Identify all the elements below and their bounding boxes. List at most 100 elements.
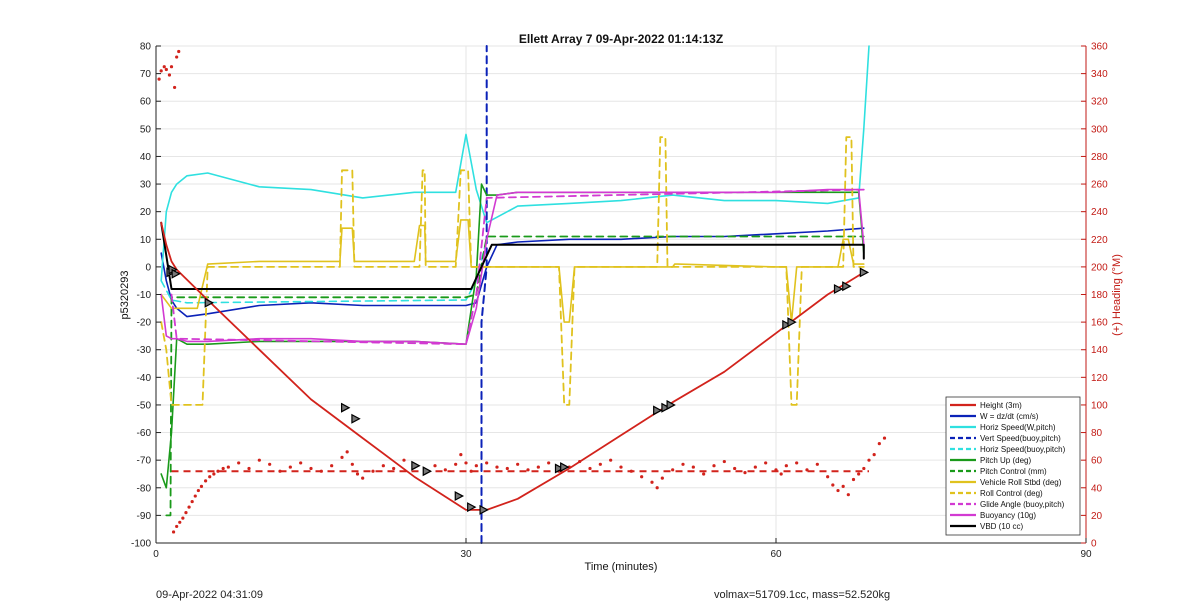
series-line (165, 235, 865, 517)
heading-point (169, 65, 174, 69)
right-y-tick-label: 160 (1091, 318, 1108, 329)
heading-point (691, 465, 695, 469)
heading-point (381, 464, 385, 468)
legend-label: Horiz Speed(buoy,pitch) (980, 445, 1066, 454)
right-y-tick-label: 220 (1091, 235, 1108, 246)
x-tick-label: 90 (1080, 549, 1092, 560)
right-y-tick-label: 100 (1091, 400, 1108, 411)
heading-point (454, 462, 458, 466)
legend-label: Glide Angle (buoy,pitch) (980, 500, 1065, 509)
heading-point (722, 459, 726, 464)
heading-point (309, 466, 313, 471)
heading-point (190, 499, 194, 504)
legend-label: Buoyancy (10g) (980, 511, 1036, 520)
dive-marker (666, 399, 676, 410)
right-y-tick-label: 140 (1091, 345, 1108, 356)
y-tick-label: 70 (140, 69, 152, 80)
heading-point (846, 493, 850, 497)
heading-point (164, 67, 168, 72)
y-tick-label: -40 (137, 373, 152, 384)
heading-point (212, 472, 216, 476)
heading-point (598, 462, 602, 466)
heading-point (784, 464, 788, 468)
y-tick-label: 0 (145, 262, 151, 273)
heading-point (774, 468, 778, 472)
heading-point (167, 73, 172, 77)
heading-point (355, 472, 360, 476)
right-y-axis-label: (+) Heading (°M) (1111, 254, 1123, 336)
heading-point (640, 475, 644, 479)
heading-point (702, 472, 706, 476)
heading-point (330, 464, 334, 468)
heading-point (177, 49, 181, 54)
y-tick-label: 30 (140, 180, 152, 191)
y-axis-label: p5320293 (119, 271, 131, 320)
heading-point (173, 85, 177, 90)
heading-point (278, 469, 282, 473)
right-y-tick-label: 320 (1091, 97, 1108, 108)
heading-point (764, 461, 768, 465)
right-y-tick-label: 80 (1091, 428, 1103, 439)
heading-point (257, 458, 261, 462)
grid (155, 45, 1087, 544)
legend-label: Horiz Speed(W,pitch) (980, 423, 1056, 432)
right-y-tick-label: 300 (1091, 124, 1108, 135)
dive-marker (341, 402, 351, 413)
right-y-tick-label: 0 (1091, 539, 1097, 550)
heading-point (159, 69, 163, 73)
series-line (160, 221, 865, 290)
heading-point (433, 464, 437, 468)
right-y-tick-label: 40 (1091, 483, 1103, 494)
y-tick-label: 60 (140, 97, 152, 108)
heading-point (157, 77, 161, 81)
heading-point (199, 484, 204, 488)
heading-point (712, 464, 716, 468)
dive-marker (351, 413, 361, 424)
dive-marker (171, 268, 181, 279)
heading-point (443, 468, 447, 472)
heading-point (841, 484, 845, 488)
heading-point (505, 466, 509, 471)
dive-marker (842, 281, 852, 292)
legend-label: VBD (10 cc) (980, 522, 1023, 531)
heading-point (862, 466, 866, 471)
heading-point (474, 464, 478, 468)
dive-marker (560, 462, 570, 473)
heading-point (392, 466, 396, 471)
series-line (160, 45, 870, 282)
right-y-tick-label: 240 (1091, 207, 1108, 218)
y-tick-label: -90 (137, 511, 152, 522)
y-tick-label: -50 (137, 400, 152, 411)
heading-point (877, 442, 881, 446)
heading-point (299, 461, 303, 465)
y-tick-label: -80 (137, 483, 152, 494)
heading-point (288, 465, 292, 469)
series-line (160, 188, 865, 346)
plot-area (157, 45, 887, 544)
series-line (170, 188, 865, 346)
legend-label: Vert Speed(buoy,pitch) (980, 434, 1061, 443)
y-tick-label: 10 (140, 235, 152, 246)
heading-point (536, 465, 540, 469)
x-tick-label: 60 (770, 549, 782, 560)
heading-point (371, 469, 375, 473)
dive-marker (787, 317, 797, 328)
heading-point (815, 462, 819, 466)
legend-box (945, 396, 1081, 536)
heading-point (743, 470, 747, 475)
right-y-tick-label: 20 (1091, 511, 1103, 522)
dive-marker (782, 319, 792, 330)
heading-point (588, 466, 592, 471)
heading-point (485, 461, 489, 465)
heading-point (208, 475, 212, 479)
heading-point (779, 472, 783, 476)
heading-point (882, 436, 887, 440)
heading-point (464, 461, 468, 465)
heading-point (660, 476, 664, 480)
y-tick-label: 80 (140, 42, 152, 53)
right-y-tick-label: 120 (1091, 373, 1108, 384)
right-y-tick-label: 180 (1091, 290, 1108, 301)
x-tick-label: 0 (153, 549, 159, 560)
heading-point (795, 461, 799, 465)
heading-point (650, 480, 654, 484)
